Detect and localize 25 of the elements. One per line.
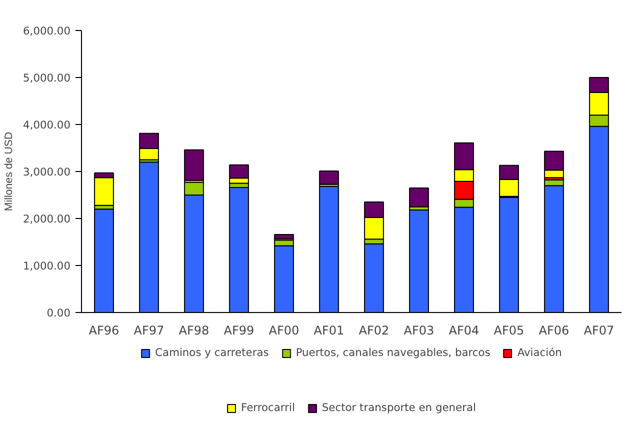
y-tick-label: 5,000.00 bbox=[23, 72, 71, 84]
legend-label: Sector transporte en general bbox=[322, 401, 476, 414]
x-tick-label: AF02 bbox=[358, 324, 390, 338]
y-tick-label: 1,000.00 bbox=[23, 260, 71, 272]
x-tick-label: AF00 bbox=[268, 324, 300, 338]
y-tick-label: 2,000.00 bbox=[23, 212, 71, 226]
x-tick-label: AF97 bbox=[134, 324, 164, 338]
y-tick-label: 4,000.00 bbox=[23, 118, 71, 132]
x-tick-label: AF06 bbox=[538, 324, 570, 338]
x-tick-label: AF03 bbox=[404, 324, 434, 338]
x-tick-label: AF04 bbox=[448, 324, 480, 338]
y-axis-title: Millones de USD bbox=[3, 132, 16, 212]
legend-label: Puertos, canales navegables, barcos bbox=[296, 346, 490, 359]
x-tick-label: AF05 bbox=[494, 324, 524, 338]
y-tick-label: 6,000.00 bbox=[23, 24, 71, 38]
x-tick-label: AF07 bbox=[584, 324, 614, 338]
legend-label: Caminos y carreteras bbox=[155, 346, 269, 359]
x-tick-label: AF96 bbox=[88, 324, 120, 338]
x-tick-label: AF01 bbox=[314, 324, 344, 338]
y-tick-label: 0.00 bbox=[46, 306, 71, 320]
x-tick-label: AF99 bbox=[224, 324, 254, 338]
x-tick-label: AF98 bbox=[178, 324, 210, 338]
legend-label: Aviación bbox=[517, 346, 562, 359]
legend-label: Ferrocarril bbox=[241, 401, 295, 414]
y-tick-label: 3,000.00 bbox=[23, 166, 71, 178]
